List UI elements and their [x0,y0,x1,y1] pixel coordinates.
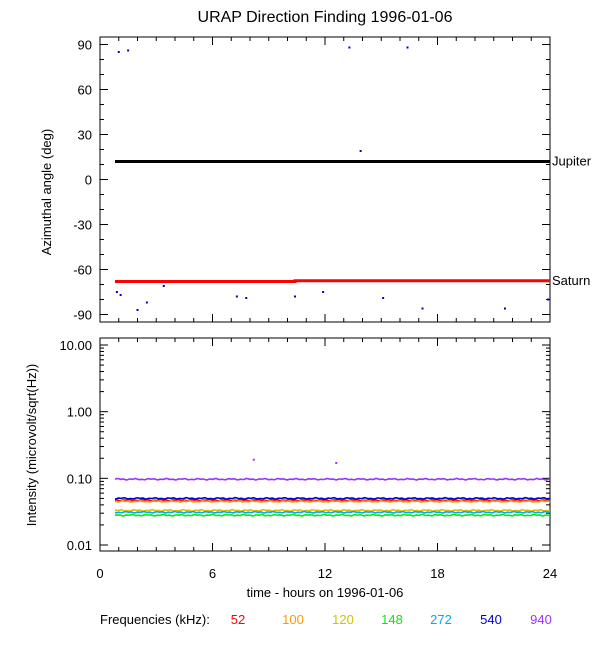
series-line-100khz [115,499,551,504]
saturn-label: Saturn [552,273,590,288]
intensity-y-axis-label: Intensity (microvolt/sqrt(Hz)) [24,364,39,527]
legend-item-148khz: 148 [381,612,403,627]
series-line-540khz [114,496,551,501]
time-x-axis-label: time - hours on 1996-01-06 [247,585,404,600]
saturn-reference-line [115,279,550,283]
series-line-148khz [114,513,551,517]
intensity-plot-frame [99,337,551,552]
intensity-tick-label: 10.00 [59,338,92,353]
series-line-120khz [114,508,551,513]
azimuth-data-point [348,46,351,49]
time-tick-label: 24 [543,566,557,581]
azimuth-tick-label: 60 [78,83,92,98]
azimuth-data-point [117,51,120,53]
legend-title: Frequencies (kHz): [100,612,210,627]
azimuth-tick-label: 90 [78,38,92,53]
azimuth-tick-label: -30 [73,218,92,233]
intensity-axis-ticks: 10.00 1.00 0.10 0.01 0 6 12 18 24 [59,338,557,581]
azimuth-data-point [162,285,165,287]
azimuth-data-point [119,294,122,296]
time-tick-label: 12 [318,566,332,581]
intensity-spike-point [335,461,338,464]
azimuth-data-point [382,297,385,299]
legend-item-940khz: 940 [530,612,552,627]
azimuth-tick-label: 30 [78,128,92,143]
azimuth-axis-ticks: 90 60 30 0 -30 -60 -90 [73,37,551,323]
azimuth-data-point [294,295,296,298]
time-tick-label: 18 [430,566,444,581]
azimuth-data-point [547,298,550,301]
azimuth-data-point [235,295,238,298]
series-line-940khz [114,477,551,481]
jupiter-label: Jupiter [552,154,592,169]
azimuth-tick-label: -90 [73,308,92,323]
azimuth-y-axis-label: Azimuthal angle (deg) [39,129,54,255]
azimuth-data-point [136,309,139,311]
azimuth-data-point [406,46,409,49]
time-tick-label: 0 [96,566,103,581]
azimuth-data-point [504,307,506,310]
azimuth-data-point [245,297,248,299]
azimuth-data-point [322,291,325,293]
intensity-tick-label: 0.01 [67,538,92,553]
intensity-tick-label: 0.10 [67,471,92,486]
legend-item-100khz: 100 [282,612,304,627]
legend-item-540khz: 540 [480,612,502,627]
azimuth-tick-label: 0 [85,173,92,188]
azimuth-data-point [359,150,362,152]
azimuth-data-point [145,301,148,304]
intensity-spike-point [252,458,255,461]
legend-item-120khz: 120 [332,612,354,627]
legend-item-52khz: 52 [231,612,245,627]
series-line-272khz [114,510,551,514]
azimuth-data-point [127,49,130,52]
azimuth-data-point [421,307,424,310]
frequency-legend: Frequencies (kHz): 52 100 120 148 272 540 940 [100,612,552,627]
legend-item-272khz: 272 [430,612,452,627]
time-tick-label: 6 [209,566,216,581]
azimuth-tick-label: -60 [73,263,92,278]
intensity-tick-label: 1.00 [67,405,92,420]
chart-title: URAP Direction Finding 1996-01-06 [198,9,453,26]
azimuth-data-point [115,291,118,293]
